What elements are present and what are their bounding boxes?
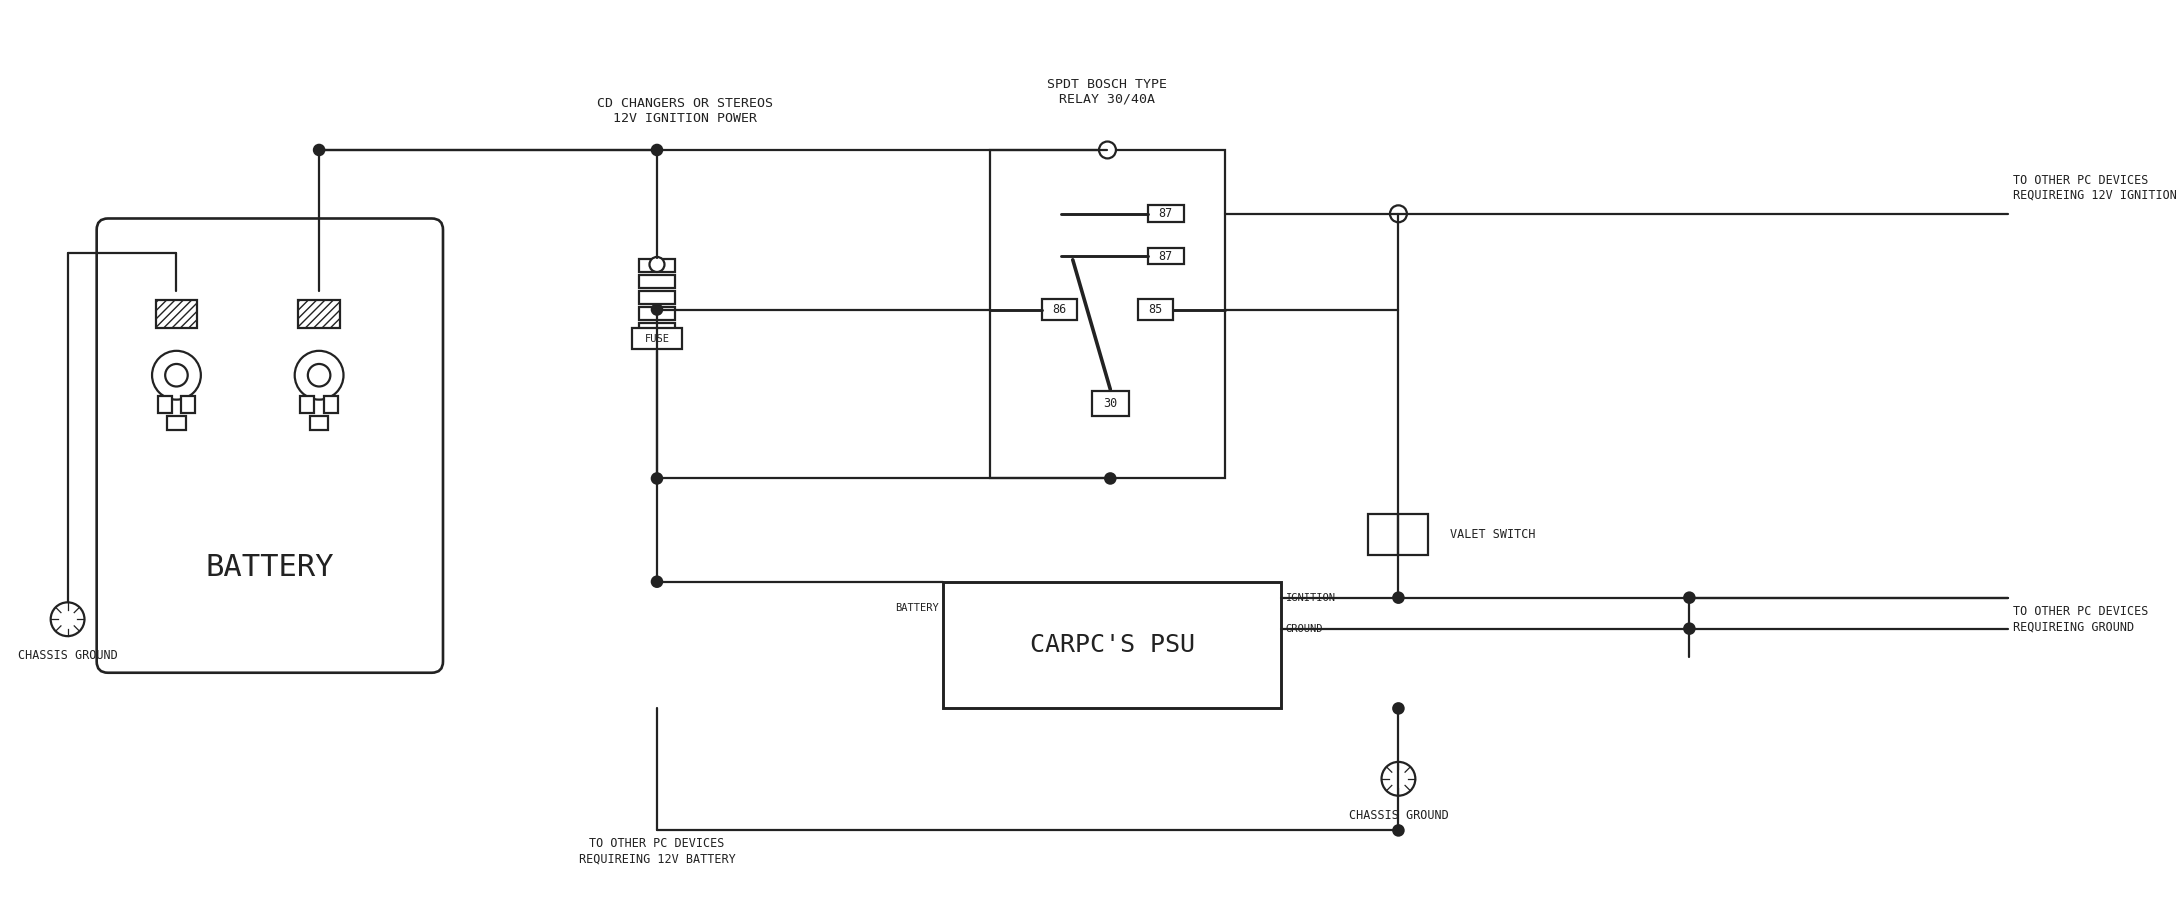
- Circle shape: [152, 351, 200, 399]
- Bar: [157, 396, 172, 413]
- Circle shape: [294, 351, 344, 399]
- Text: 87: 87: [1158, 249, 1173, 262]
- Bar: [1147, 206, 1184, 222]
- Circle shape: [649, 257, 664, 272]
- Circle shape: [1382, 762, 1415, 795]
- Text: 86: 86: [1051, 303, 1067, 316]
- Bar: [640, 275, 675, 288]
- Text: CD CHANGERS OR STEREOS
12V IGNITION POWER: CD CHANGERS OR STEREOS 12V IGNITION POWE…: [596, 96, 773, 125]
- Bar: [1147, 248, 1184, 265]
- Circle shape: [165, 364, 187, 387]
- Bar: [309, 416, 329, 430]
- Circle shape: [313, 145, 324, 155]
- Circle shape: [1685, 592, 1694, 602]
- Text: TO OTHER PC DEVICES
REQUIREING 12V IGNITION: TO OTHER PC DEVICES REQUIREING 12V IGNIT…: [2014, 174, 2177, 201]
- Bar: [168, 416, 185, 430]
- Bar: [298, 300, 340, 329]
- Text: VALET SWITCH: VALET SWITCH: [1450, 529, 1535, 541]
- Circle shape: [1393, 592, 1404, 602]
- Text: CHASSIS GROUND: CHASSIS GROUND: [17, 649, 118, 662]
- Bar: [157, 300, 198, 329]
- Bar: [300, 396, 313, 413]
- Circle shape: [651, 304, 662, 315]
- FancyBboxPatch shape: [96, 218, 442, 672]
- Text: BATTERY: BATTERY: [205, 553, 333, 582]
- Circle shape: [651, 145, 662, 155]
- Text: CHASSIS GROUND: CHASSIS GROUND: [1348, 809, 1448, 822]
- Text: 87: 87: [1158, 207, 1173, 220]
- Circle shape: [307, 364, 331, 387]
- Circle shape: [1099, 142, 1117, 158]
- Bar: [1139, 299, 1173, 319]
- Bar: [1369, 514, 1428, 555]
- Circle shape: [651, 473, 662, 483]
- Bar: [324, 396, 337, 413]
- Circle shape: [1106, 473, 1115, 483]
- Bar: [991, 150, 1226, 479]
- Circle shape: [1389, 206, 1406, 222]
- Circle shape: [1393, 825, 1404, 835]
- Text: IGNITION: IGNITION: [1287, 592, 1337, 602]
- Circle shape: [651, 577, 662, 587]
- Text: FUSE: FUSE: [644, 334, 671, 344]
- Text: BATTERY: BATTERY: [895, 603, 938, 613]
- Text: TO OTHER PC DEVICES
REQUIREING 12V BATTERY: TO OTHER PC DEVICES REQUIREING 12V BATTE…: [579, 837, 736, 865]
- Bar: [631, 329, 681, 349]
- Bar: [640, 291, 675, 304]
- Bar: [943, 581, 1280, 708]
- Circle shape: [1685, 623, 1694, 633]
- Bar: [640, 307, 675, 319]
- Text: TO OTHER PC DEVICES
REQUIREING GROUND: TO OTHER PC DEVICES REQUIREING GROUND: [2014, 605, 2149, 633]
- Bar: [1043, 299, 1078, 319]
- Text: CARPC'S PSU: CARPC'S PSU: [1030, 632, 1195, 657]
- Text: SPDT BOSCH TYPE
RELAY 30/40A: SPDT BOSCH TYPE RELAY 30/40A: [1047, 77, 1167, 106]
- Bar: [640, 258, 675, 272]
- Circle shape: [50, 602, 85, 636]
- Text: GROUND: GROUND: [1287, 623, 1324, 633]
- Text: 85: 85: [1147, 303, 1163, 316]
- Text: 30: 30: [1104, 397, 1117, 410]
- Bar: [640, 323, 675, 336]
- Circle shape: [1393, 703, 1404, 713]
- Bar: [1091, 391, 1130, 416]
- Bar: [181, 396, 196, 413]
